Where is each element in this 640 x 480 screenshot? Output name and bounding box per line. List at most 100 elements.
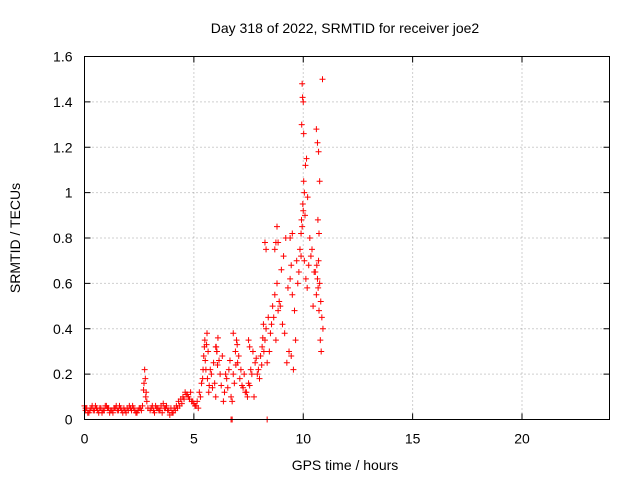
data-point — [279, 321, 286, 328]
data-point — [290, 366, 297, 373]
data-point — [82, 405, 89, 412]
data-point — [185, 393, 192, 400]
data-point — [301, 257, 308, 264]
data-point — [89, 402, 96, 409]
data-point — [212, 343, 219, 350]
data-point — [277, 303, 284, 310]
data-point — [234, 341, 241, 348]
data-point — [203, 341, 210, 348]
data-point — [314, 275, 321, 282]
data-point — [275, 239, 282, 246]
data-point — [288, 262, 295, 269]
data-point — [230, 371, 237, 378]
data-point — [258, 362, 265, 369]
data-point — [266, 348, 273, 355]
data-point — [318, 314, 325, 321]
y-axis-label: SRMTID / TECUs — [7, 183, 23, 293]
data-point — [304, 194, 311, 201]
data-point — [309, 246, 315, 253]
data-point — [305, 262, 312, 269]
x-tick-label: 0 — [81, 431, 89, 447]
data-point — [255, 366, 262, 373]
data-point — [269, 303, 276, 310]
data-point — [139, 402, 146, 409]
data-point — [265, 314, 272, 321]
data-point — [278, 266, 285, 273]
data-point — [196, 389, 203, 396]
data-point — [113, 402, 120, 409]
data-point — [197, 393, 204, 400]
data-point — [163, 402, 170, 409]
data-point — [141, 380, 147, 387]
data-point — [281, 330, 288, 337]
data-point — [296, 246, 303, 253]
data-point — [313, 262, 320, 269]
data-point — [256, 375, 263, 382]
data-point — [314, 216, 321, 223]
chart-title: Day 318 of 2022, SRMTID for receiver joe… — [211, 20, 480, 36]
data-point — [257, 352, 264, 359]
data-point — [231, 380, 238, 387]
data-point — [316, 178, 323, 185]
data-point — [249, 348, 256, 355]
data-point — [283, 359, 290, 366]
data-point — [298, 230, 305, 237]
x-axis-label: GPS time / hours — [292, 457, 399, 473]
data-point — [219, 352, 226, 359]
data-point — [260, 321, 267, 328]
data-point — [313, 291, 320, 298]
data-point — [303, 155, 310, 162]
data-point — [214, 362, 221, 369]
data-point — [202, 357, 209, 364]
data-point — [318, 348, 325, 355]
data-point — [220, 398, 227, 405]
data-point — [304, 284, 311, 291]
data-point — [191, 402, 198, 409]
data-point — [117, 405, 124, 412]
data-point — [195, 405, 202, 412]
data-point — [236, 375, 243, 382]
data-point — [211, 380, 218, 387]
data-point — [300, 130, 307, 137]
data-point — [240, 384, 247, 391]
y-tick-label: 1 — [65, 185, 73, 201]
data-point — [247, 366, 254, 373]
data-point — [251, 393, 258, 400]
data-point — [212, 393, 219, 400]
data-point — [293, 257, 300, 264]
data-point — [223, 375, 230, 382]
data-point — [100, 407, 107, 414]
data-point — [181, 396, 188, 403]
data-point — [298, 216, 305, 223]
data-point — [217, 371, 224, 378]
data-point — [246, 343, 253, 350]
data-point — [298, 121, 305, 128]
data-point — [276, 298, 283, 305]
axis-ticks: 0 5 10 15 20 0 0.2 0.4 0.6 0.8 1 1.2 1.4 1.6 — [53, 49, 610, 447]
data-point — [299, 200, 306, 207]
data-point — [159, 409, 166, 416]
data-point — [315, 257, 322, 264]
data-point — [206, 382, 213, 389]
y-tick-label: 0.4 — [53, 321, 73, 337]
data-point — [187, 389, 194, 396]
data-point — [292, 337, 299, 344]
data-point — [252, 359, 259, 366]
data-point — [271, 291, 278, 298]
data-point — [302, 212, 308, 219]
data-point — [287, 275, 294, 282]
data-point — [210, 359, 217, 366]
data-point — [300, 178, 307, 185]
data-point — [302, 162, 309, 169]
data-point — [232, 362, 239, 369]
plot-border — [84, 56, 610, 420]
data-point — [228, 393, 235, 400]
data-point — [198, 380, 205, 387]
data-point — [319, 76, 326, 83]
data-point — [200, 366, 207, 373]
data-point — [317, 337, 324, 344]
data-point — [301, 189, 308, 196]
data-point — [317, 298, 324, 305]
data-point — [274, 223, 280, 230]
